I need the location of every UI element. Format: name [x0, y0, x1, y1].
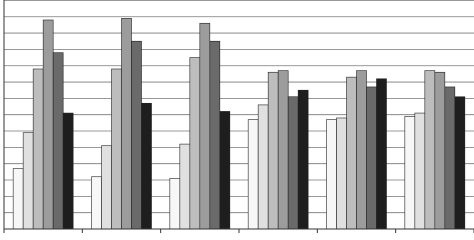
- bar: [219, 111, 231, 230]
- bar: [91, 176, 102, 230]
- bar: [42, 19, 54, 230]
- bar: [277, 70, 289, 230]
- bar: [101, 145, 112, 230]
- bar: [356, 70, 367, 230]
- bar: [297, 89, 309, 230]
- bar: [336, 117, 347, 230]
- bar: [444, 86, 456, 230]
- bar: [189, 57, 201, 230]
- bar: [454, 96, 466, 230]
- bar: [179, 143, 191, 230]
- bar: [209, 40, 221, 230]
- bar: [111, 68, 122, 230]
- bar: [366, 86, 377, 230]
- bar: [169, 178, 181, 230]
- bar: [434, 71, 446, 230]
- bar: [287, 96, 299, 230]
- bar: [199, 22, 211, 230]
- bar: [247, 119, 259, 230]
- bar: [32, 68, 44, 230]
- bar: [414, 112, 426, 230]
- bar: [131, 40, 142, 230]
- page: {"chart_data": {"type": "bar", "categori…: [3, 0, 474, 233]
- bar: [62, 112, 74, 230]
- bar: [267, 71, 279, 230]
- bar: [52, 52, 64, 230]
- bar: [12, 168, 24, 230]
- bar: [376, 78, 387, 230]
- bar: [346, 76, 357, 230]
- chart: [3, 0, 474, 233]
- bar: [22, 132, 34, 230]
- bar: [121, 18, 132, 230]
- bar: [141, 102, 152, 230]
- bar: [404, 116, 416, 230]
- bar: [424, 70, 436, 230]
- bar: [257, 104, 269, 230]
- bar: [326, 119, 337, 230]
